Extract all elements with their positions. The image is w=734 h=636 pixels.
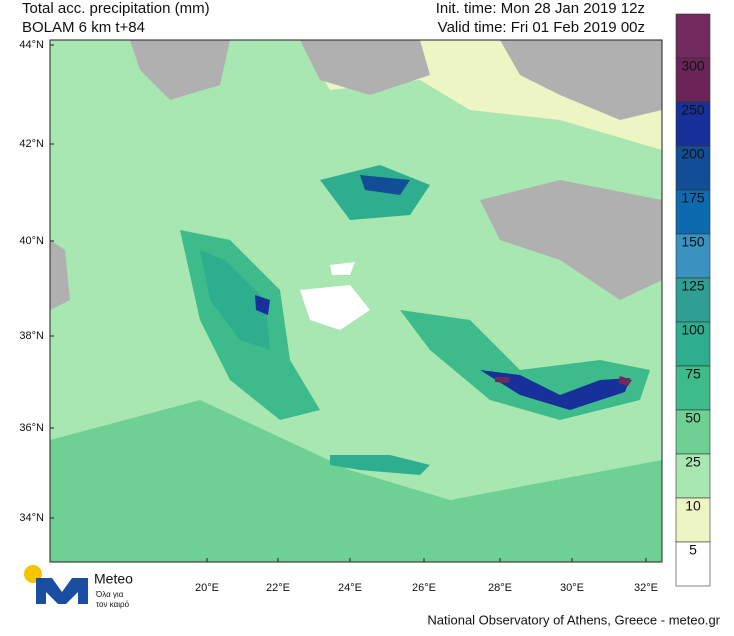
- colorbar-label: 150: [681, 234, 705, 250]
- colorbar-label: 75: [685, 366, 701, 382]
- colorbar-swatch: [675, 541, 711, 587]
- colorbar-label: 5: [689, 542, 697, 558]
- lat-label: 34°N: [19, 512, 44, 524]
- lon-label: 24°E: [338, 582, 362, 594]
- logo-tagline: τον καιρό: [96, 600, 130, 609]
- colorbar-label: 10: [685, 498, 701, 514]
- logo-tagline: Όλα για: [95, 590, 124, 599]
- valid-time: Valid time: Fri 01 Feb 2019 00z: [438, 19, 645, 36]
- colorbar-label: 175: [681, 190, 705, 206]
- colorbar-swatch: [675, 189, 711, 235]
- colorbar-label: 200: [681, 146, 705, 162]
- colorbar-swatch: [675, 453, 711, 499]
- lon-labels: 20°E 22°E 24°E 26°E 28°E 30°E 32°E: [195, 558, 658, 594]
- lat-label: 42°N: [19, 138, 44, 150]
- logo: Meteo Όλα για τον καιρό: [24, 565, 133, 609]
- lon-label: 28°E: [488, 582, 512, 594]
- lat-label: 40°N: [19, 235, 44, 247]
- lat-label: 44°N: [19, 39, 44, 51]
- init-time: Init. time: Mon 28 Jan 2019 12z: [436, 0, 645, 17]
- lon-label: 22°E: [266, 582, 290, 594]
- colorbar-label: 125: [681, 278, 705, 294]
- colorbar-label: 100: [681, 322, 705, 338]
- lon-label: 20°E: [195, 582, 219, 594]
- colorbar-label: 25: [685, 454, 701, 470]
- map: [49, 39, 663, 563]
- lon-label: 26°E: [412, 582, 436, 594]
- logo-name: Meteo: [94, 571, 133, 587]
- colorbar-swatch: [675, 277, 711, 323]
- footer: National Observatory of Athens, Greece -…: [427, 612, 720, 627]
- title: Total acc. precipitation (mm): [22, 0, 210, 17]
- lat-label: 38°N: [19, 330, 44, 342]
- colorbar-swatch: [675, 365, 711, 411]
- colorbar-swatch: [675, 321, 711, 367]
- lat-labels: 44°N 42°N 40°N 38°N 36°N 34°N: [19, 39, 54, 524]
- colorbar-swatch: [675, 101, 711, 147]
- subtitle: BOLAM 6 km t+84: [22, 19, 145, 36]
- logo-mark: [36, 578, 88, 604]
- lon-label: 30°E: [560, 582, 584, 594]
- colorbar-swatch: [675, 13, 711, 59]
- colorbar-label: 50: [685, 410, 701, 426]
- lat-label: 36°N: [19, 422, 44, 434]
- colorbar-label: 300: [681, 58, 705, 74]
- colorbar-label: 250: [681, 102, 705, 118]
- colorbar: 300 250 200 175 150 125 100 75 50 25 10 5: [675, 13, 711, 587]
- lon-label: 32°E: [634, 582, 658, 594]
